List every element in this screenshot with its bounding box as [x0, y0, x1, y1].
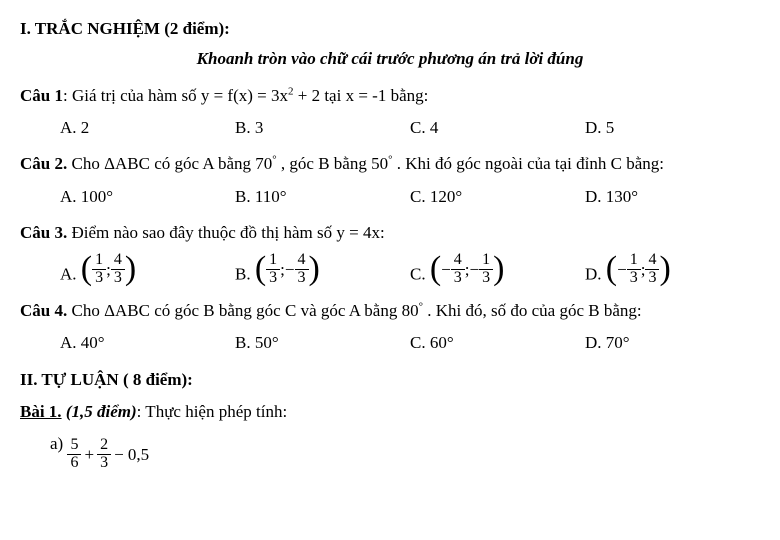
- q3-text: Điểm nào sao đây thuộc đồ thị hàm số y =…: [67, 223, 384, 242]
- q4-options: A. 40° B. 50° C. 60° D. 70°: [60, 330, 760, 356]
- q3-opt-d: D. ( − 13 ; 43 ): [585, 252, 760, 288]
- bai1-a-expr: 56 + 23 − 0,5: [67, 437, 149, 472]
- q3-b-label: B.: [235, 265, 255, 284]
- bai1-frac1: 56: [67, 437, 81, 472]
- bai1-frac2: 23: [97, 437, 111, 472]
- bai1-label: Bài 1.: [20, 402, 62, 421]
- bai1-a-label: a): [50, 434, 67, 453]
- q1-options: A. 2 B. 3 C. 4 D. 5: [60, 115, 760, 141]
- q1-opt-d: D. 5: [585, 115, 760, 141]
- q2-label: Câu 2.: [20, 154, 67, 173]
- q3-opt-a: A. ( 13 ; 43 ): [60, 252, 235, 288]
- q3-d-label: D.: [585, 265, 606, 284]
- question-4: Câu 4. Cho ΔABC có góc B bằng góc C và g…: [20, 298, 760, 324]
- q1-pre: : Giá trị của hàm số y = f(x) = 3x: [63, 86, 288, 105]
- q3-b-frac1: 13: [266, 252, 280, 287]
- q1-label: Câu 1: [20, 86, 63, 105]
- bai1-points: (1,5 điểm): [66, 402, 137, 421]
- q3-a-pair: ( 13 ; 43 ): [81, 252, 136, 287]
- q3-c-frac2: 13: [479, 252, 493, 287]
- question-1: Câu 1: Giá trị của hàm số y = f(x) = 3x2…: [20, 83, 760, 109]
- q4-t2: . Khi đó, số đo của góc B bằng:: [423, 301, 642, 320]
- q1-opt-b: B. 3: [235, 115, 410, 141]
- q4-opt-d: D. 70°: [585, 330, 760, 356]
- instruction: Khoanh tròn vào chữ cái trước phương án …: [20, 46, 760, 72]
- q4-opt-a: A. 40°: [60, 330, 235, 356]
- plus-icon: +: [81, 442, 97, 468]
- bai1-a: a) 56 + 23 − 0,5: [50, 431, 760, 472]
- q3-c-neg2: −: [470, 257, 480, 283]
- q3-a-frac1: 13: [92, 252, 106, 287]
- q2-t1: Cho ΔABC có góc A bằng 70: [67, 154, 272, 173]
- q1-opt-c: C. 4: [410, 115, 585, 141]
- q4-opt-c: C. 60°: [410, 330, 585, 356]
- q4-label: Câu 4.: [20, 301, 67, 320]
- q3-d-frac2: 43: [645, 252, 659, 287]
- q2-opt-b: B. 110°: [235, 184, 410, 210]
- q3-d-pair: ( − 13 ; 43 ): [606, 252, 671, 287]
- section-1-title: I. TRẮC NGHIỆM (2 điểm):: [20, 16, 760, 42]
- question-3: Câu 3. Điểm nào sao đây thuộc đồ thị hàm…: [20, 220, 760, 246]
- q3-c-neg1: −: [441, 257, 451, 283]
- q4-opt-b: B. 50°: [235, 330, 410, 356]
- q2-opt-d: D. 130°: [585, 184, 760, 210]
- q3-b-pair: ( 13 ; − 43 ): [255, 252, 320, 287]
- q1-post: + 2 tại x = -1 bằng:: [294, 86, 429, 105]
- q3-opt-b: B. ( 13 ; − 43 ): [235, 252, 410, 288]
- q3-d-frac1: 13: [627, 252, 641, 287]
- bai1-text: : Thực hiện phép tính:: [137, 402, 288, 421]
- q3-a-label: A.: [60, 265, 81, 284]
- q3-opt-c: C. ( − 43 ; − 13 ): [410, 252, 585, 288]
- q3-label: Câu 3.: [20, 223, 67, 242]
- q3-a-frac2: 43: [111, 252, 125, 287]
- bai1-tail: − 0,5: [111, 442, 149, 468]
- bai-1: Bài 1. (1,5 điểm): Thực hiện phép tính:: [20, 399, 760, 425]
- q3-c-pair: ( − 43 ; − 13 ): [430, 252, 505, 287]
- q4-t1: Cho ΔABC có góc B bằng góc C và góc A bằ…: [67, 301, 418, 320]
- section-2-title: II. TỰ LUẬN ( 8 điểm):: [20, 367, 760, 393]
- q2-options: A. 100° B. 110° C. 120° D. 130°: [60, 184, 760, 210]
- q3-d-neg1: −: [617, 257, 627, 283]
- q3-b-neg2: −: [285, 257, 295, 283]
- q3-c-frac1: 43: [451, 252, 465, 287]
- q2-t3: . Khi đó góc ngoài của tại đỉnh C bằng:: [393, 154, 664, 173]
- q1-opt-a: A. 2: [60, 115, 235, 141]
- q3-options: A. ( 13 ; 43 ) B. ( 13 ; − 43 ) C. ( − 4…: [60, 252, 760, 288]
- q2-opt-c: C. 120°: [410, 184, 585, 210]
- q2-opt-a: A. 100°: [60, 184, 235, 210]
- q3-b-frac2: 43: [295, 252, 309, 287]
- q3-c-label: C.: [410, 265, 430, 284]
- question-2: Câu 2. Cho ΔABC có góc A bằng 70° , góc …: [20, 151, 760, 177]
- q2-t2: , góc B bằng 50: [277, 154, 388, 173]
